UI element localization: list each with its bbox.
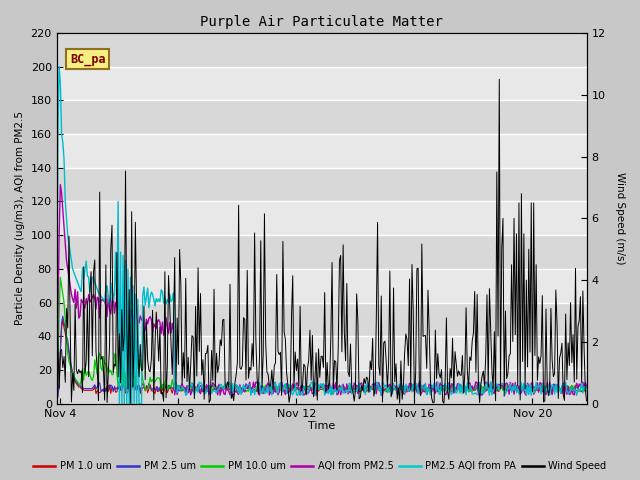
Bar <box>57 269 587 302</box>
Bar <box>57 235 587 269</box>
Bar <box>57 168 587 202</box>
Text: BC_pa: BC_pa <box>70 53 106 66</box>
Legend: PM 1.0 um, PM 2.5 um, PM 10.0 um, AQI from PM2.5, PM2.5 AQI from PA, Wind Speed: PM 1.0 um, PM 2.5 um, PM 10.0 um, AQI fr… <box>29 457 611 475</box>
Bar <box>57 134 587 168</box>
Bar <box>57 202 587 235</box>
Bar <box>57 302 587 336</box>
Title: Purple Air Particulate Matter: Purple Air Particulate Matter <box>200 15 443 29</box>
Y-axis label: Particle Density (ug/m3), AQI from PM2.5: Particle Density (ug/m3), AQI from PM2.5 <box>15 111 25 325</box>
Y-axis label: Wind Speed (m/s): Wind Speed (m/s) <box>615 172 625 264</box>
Bar <box>57 100 587 134</box>
Bar <box>57 336 587 370</box>
Bar <box>57 33 587 67</box>
Bar <box>57 370 587 404</box>
Bar <box>57 67 587 100</box>
X-axis label: Time: Time <box>308 421 335 432</box>
